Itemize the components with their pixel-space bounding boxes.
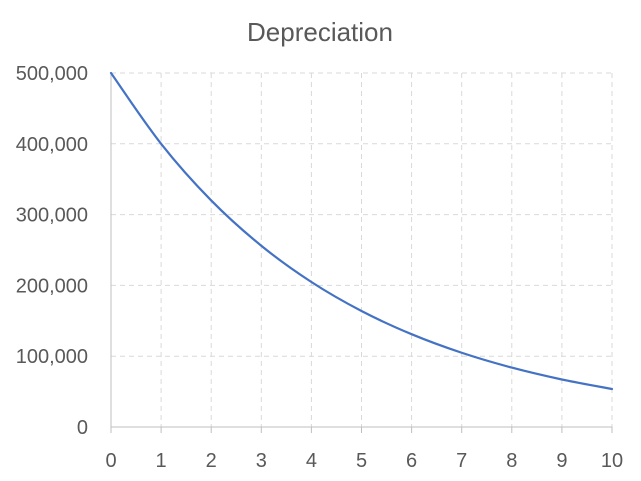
x-tick-label: 8 (506, 450, 517, 472)
grid-layer (111, 72, 613, 427)
x-tick-label: 1 (156, 450, 167, 472)
y-tick-label: 0 (77, 417, 88, 439)
y-tick-label: 400,000 (16, 134, 88, 156)
tick-labels: 0 100,000 200,000 300,000 400,000 500,000 0 1 2 3… (16, 63, 623, 472)
y-tick-label: 500,000 (16, 63, 88, 85)
x-tick-label: 0 (105, 450, 116, 472)
x-tick-label: 10 (601, 450, 623, 472)
x-tick-label: 2 (206, 450, 217, 472)
y-tick-label: 300,000 (16, 205, 88, 227)
series-layer (109, 71, 614, 391)
x-tick-label: 3 (256, 450, 267, 472)
y-tick-label: 200,000 (16, 275, 88, 297)
x-tick-label: 7 (456, 450, 467, 472)
chart-title: Depreciation (247, 17, 393, 47)
x-tick-label: 6 (406, 450, 417, 472)
y-tick-label: 100,000 (16, 346, 88, 368)
x-tick-label: 5 (356, 450, 367, 472)
axis-layer (110, 73, 613, 433)
series-line-0 (109, 71, 614, 391)
x-tick-label: 9 (556, 450, 567, 472)
x-tick-label: 4 (306, 450, 317, 472)
